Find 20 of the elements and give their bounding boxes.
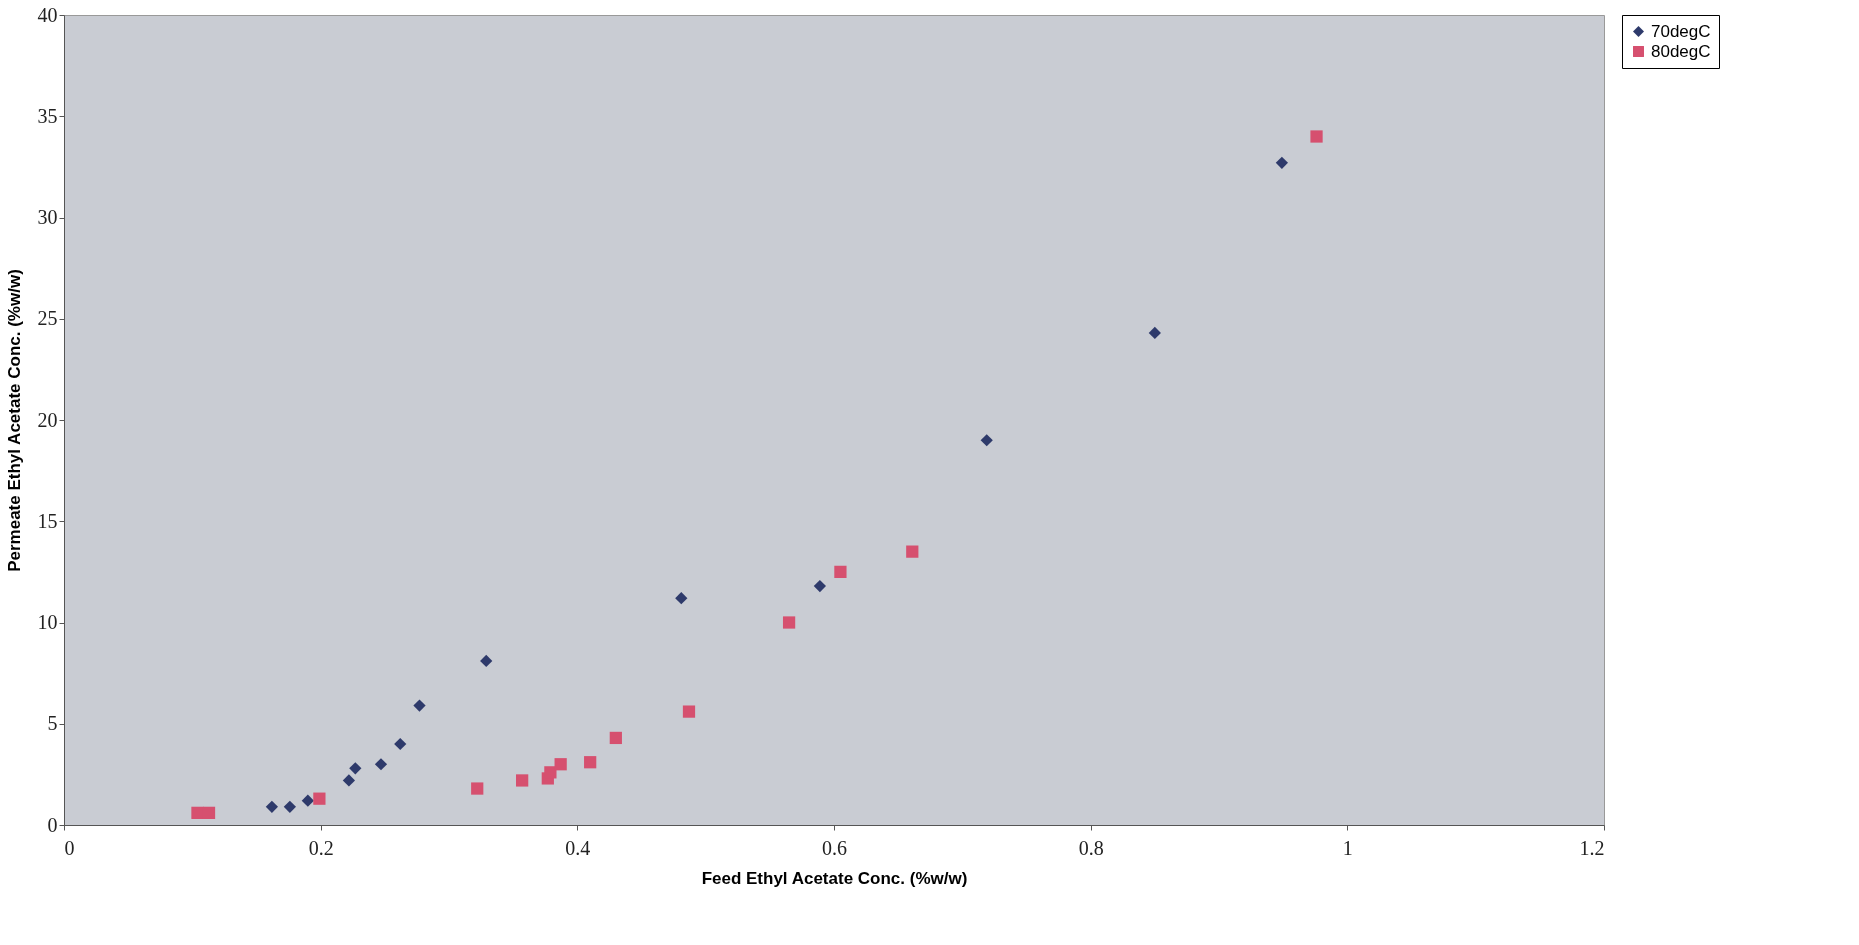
x-tick-label: 0.8 (1078, 836, 1104, 859)
y-tick-label: 30 (37, 206, 58, 228)
legend-label: 70degC (1651, 21, 1711, 41)
legend-label: 80degC (1651, 41, 1711, 61)
y-axis-title: Permeate Ethyl Acetate Conc. (%w/w) (4, 269, 24, 572)
y-tick-label: 15 (37, 509, 58, 532)
y-tick-label: 20 (37, 408, 58, 431)
x-tick-label: 0.2 (308, 836, 334, 859)
y-tick-label: 5 (47, 712, 58, 735)
x-tick-label: 1.2 (1579, 836, 1605, 859)
y-tick-label: 10 (37, 611, 58, 633)
x-tick-label: 0 (64, 836, 75, 859)
x-tick-label: 0.4 (565, 836, 591, 859)
y-tick-label: 35 (37, 104, 58, 127)
y-tick-label: 40 (37, 3, 58, 26)
x-tick-label: 0.6 (822, 836, 847, 859)
y-tick-label: 25 (37, 307, 58, 330)
y-tick-label: 0 (47, 813, 58, 836)
x-tick-label: 1 (1342, 836, 1353, 859)
x-axis-title: Feed Ethyl Acetate Conc. (%w/w) (701, 868, 968, 888)
